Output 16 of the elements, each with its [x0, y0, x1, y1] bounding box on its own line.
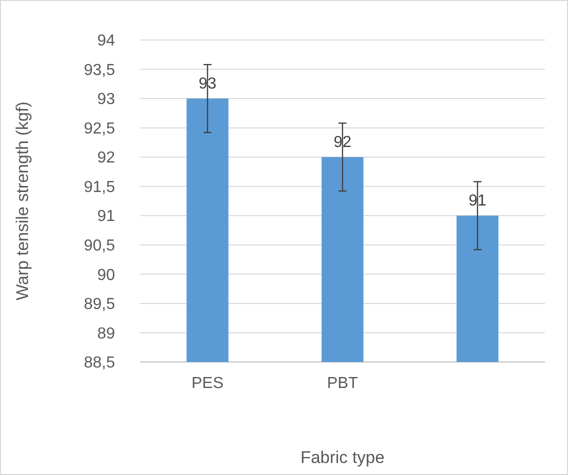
y-axis-title: Warp tensile strength (kgf)	[13, 102, 32, 300]
y-tick-label: 88,5	[84, 354, 116, 372]
x-axis-title: Fabric type	[300, 448, 385, 467]
y-tick-label: 94	[97, 32, 116, 50]
y-tick-label: 90	[97, 266, 116, 284]
y-tick-label: 93	[97, 91, 116, 108]
y-tick-label: 89	[97, 325, 116, 342]
x-tick-label: PBT	[326, 375, 358, 392]
x-tick-label: PES	[191, 375, 224, 392]
y-tick-label: 91,5	[84, 178, 116, 196]
y-tick-label: 92,5	[84, 120, 116, 138]
y-tick-label: 89,5	[84, 296, 116, 314]
y-tick-label: 91	[97, 208, 116, 226]
y-tick-label: 92	[97, 150, 116, 167]
y-tick-label: 93,5	[84, 62, 116, 79]
y-tick-label: 90,5	[84, 238, 116, 255]
